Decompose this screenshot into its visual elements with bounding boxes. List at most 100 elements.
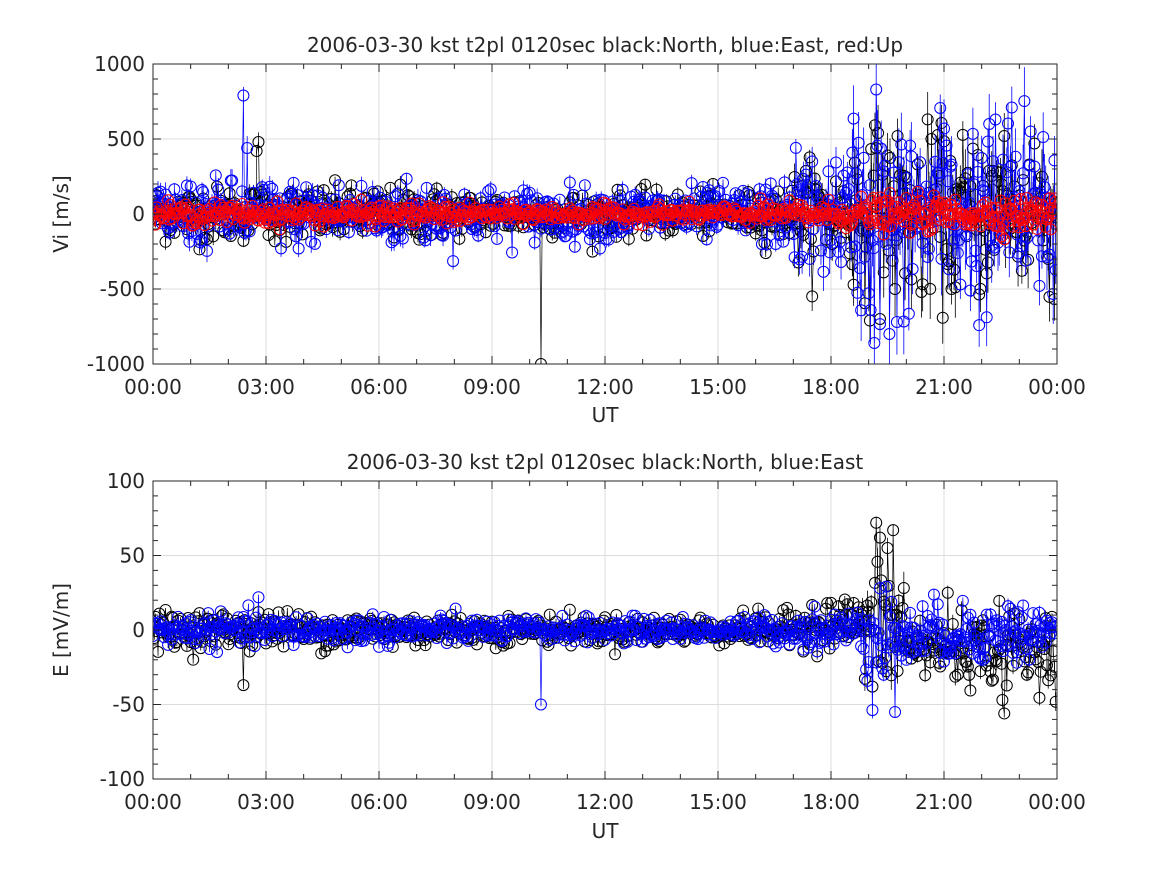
data-point <box>868 201 881 214</box>
data-point <box>796 250 809 263</box>
data-point <box>777 235 790 248</box>
data-point <box>252 136 265 148</box>
data-point <box>410 209 423 222</box>
data-point <box>938 122 950 135</box>
data-point <box>591 222 604 235</box>
data-point <box>257 183 270 196</box>
velocity-panel-title: 2006-03-30 kst t2pl 0120sec black:North,… <box>307 33 903 57</box>
data-point <box>981 135 994 148</box>
data-point <box>193 236 206 249</box>
data-point <box>846 215 859 228</box>
data-point <box>347 198 360 211</box>
data-point <box>266 182 279 195</box>
data-point <box>194 234 207 247</box>
data-point <box>945 158 958 171</box>
data-point <box>843 197 856 210</box>
data-point <box>868 337 881 349</box>
data-point <box>951 246 964 259</box>
x-tick-label: 06:00 <box>350 375 408 399</box>
data-point <box>997 153 1010 166</box>
data-point <box>753 210 766 223</box>
data-point <box>919 208 932 221</box>
data-point <box>238 226 251 239</box>
data-point <box>250 145 263 157</box>
data-point <box>1008 195 1021 208</box>
data-point <box>830 156 843 169</box>
data-point <box>856 188 869 201</box>
data-point <box>915 286 928 298</box>
data-point <box>1028 160 1041 173</box>
data-point <box>850 167 863 180</box>
data-point <box>159 188 172 201</box>
data-point <box>437 229 450 242</box>
data-point <box>740 207 753 220</box>
velocity-panel-data <box>153 64 1057 364</box>
data-point <box>794 209 807 222</box>
data-point <box>703 225 716 238</box>
data-point <box>846 146 859 159</box>
data-point <box>940 139 953 152</box>
data-point <box>948 233 961 246</box>
data-point <box>873 318 886 331</box>
efield-panel-ylabel: E [mV/m] <box>49 583 73 677</box>
x-tick-label: 00:00 <box>1028 375 1086 399</box>
data-point <box>472 229 485 242</box>
data-point <box>243 225 256 238</box>
efield-panel-data <box>153 516 1057 720</box>
data-point <box>872 127 885 139</box>
data-point <box>975 151 988 164</box>
data-point <box>892 156 905 169</box>
data-point <box>669 192 682 205</box>
data-point <box>434 221 447 234</box>
data-point <box>311 189 324 202</box>
data-point <box>1005 101 1018 114</box>
data-point <box>1023 159 1036 172</box>
data-point <box>501 212 514 225</box>
data-point <box>209 638 222 651</box>
efield-panel: 2006-03-30 kst t2pl 0120sec black:North,… <box>49 450 1086 843</box>
data-point <box>640 229 653 242</box>
data-point <box>743 216 756 229</box>
data-point <box>428 188 441 201</box>
data-point <box>435 228 448 241</box>
data-point <box>842 183 855 196</box>
data-point <box>342 226 355 239</box>
series-north <box>153 91 1057 364</box>
data-point <box>273 192 286 205</box>
data-point <box>563 176 576 189</box>
data-point <box>974 282 987 295</box>
data-point <box>568 240 581 253</box>
y-tick-label: -1000 <box>87 352 145 376</box>
data-point <box>217 202 230 215</box>
data-point <box>474 192 487 205</box>
data-point <box>388 202 401 215</box>
data-point <box>439 192 452 205</box>
efield-panel-xlabel: UT <box>592 819 620 843</box>
data-point <box>396 232 409 245</box>
data-point <box>534 222 547 235</box>
data-point <box>195 184 208 197</box>
data-point <box>1040 250 1053 263</box>
data-point <box>1037 234 1050 247</box>
data-point <box>887 166 900 179</box>
data-point <box>778 176 791 189</box>
data-point <box>595 208 608 221</box>
data-point <box>700 233 713 246</box>
velocity-panel: 2006-03-30 kst t2pl 0120sec black:North,… <box>49 33 1086 427</box>
data-point <box>622 219 635 232</box>
data-point <box>298 202 311 215</box>
data-point <box>1030 222 1043 235</box>
data-point <box>965 219 978 232</box>
data-point <box>617 218 630 231</box>
data-point <box>345 179 358 192</box>
data-point <box>899 186 912 199</box>
data-point <box>448 215 461 228</box>
data-point <box>940 216 953 229</box>
data-point <box>857 151 870 164</box>
data-point <box>273 223 286 236</box>
data-point <box>971 165 984 178</box>
data-point <box>966 209 979 222</box>
data-point <box>560 229 573 242</box>
data-point <box>911 186 924 199</box>
data-point <box>964 284 977 297</box>
